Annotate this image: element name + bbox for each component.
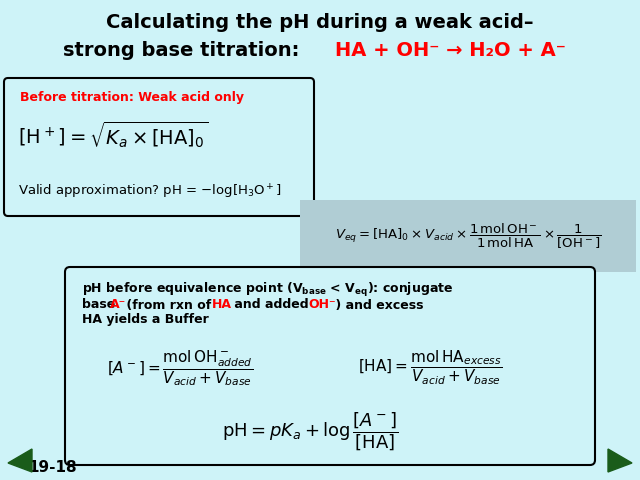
Text: strong base titration:: strong base titration: [63, 40, 307, 60]
Text: HA + OH⁻ → H₂O + A⁻: HA + OH⁻ → H₂O + A⁻ [335, 40, 565, 60]
Text: Before titration: Weak acid only: Before titration: Weak acid only [20, 91, 244, 104]
Text: Valid approximation? pH = $-\log[\mathrm{H_3O^+}]$: Valid approximation? pH = $-\log[\mathrm… [18, 183, 282, 201]
Polygon shape [608, 449, 632, 472]
Text: ) and excess: ) and excess [331, 299, 424, 312]
Polygon shape [8, 449, 32, 472]
Text: A⁻: A⁻ [110, 299, 126, 312]
Text: (from rxn of: (from rxn of [122, 299, 216, 312]
FancyBboxPatch shape [4, 78, 314, 216]
Text: HA: HA [212, 299, 232, 312]
Text: 19-18: 19-18 [28, 460, 77, 476]
Text: and added: and added [230, 299, 313, 312]
Text: HA yields a Buffer: HA yields a Buffer [82, 313, 209, 326]
Text: Calculating the pH during a weak acid–: Calculating the pH during a weak acid– [106, 12, 534, 32]
Text: $\mathrm{pH} = p K_a + \log\dfrac{[A^-]}{[\mathrm{HA}]}$: $\mathrm{pH} = p K_a + \log\dfrac{[A^-]}… [221, 411, 398, 453]
Text: OH⁻: OH⁻ [308, 299, 335, 312]
Text: $[\mathrm{H}^+] = \sqrt{K_a \times [\mathrm{HA}]_0}$: $[\mathrm{H}^+] = \sqrt{K_a \times [\mat… [18, 120, 209, 150]
Text: $V_{eq} = [\mathrm{HA}]_0 \times V_{acid} \times \dfrac{1\,\mathrm{mol\,OH}^-}{1: $V_{eq} = [\mathrm{HA}]_0 \times V_{acid… [335, 221, 601, 251]
FancyBboxPatch shape [65, 267, 595, 465]
Text: base: base [82, 299, 120, 312]
Text: $[A^-] = \dfrac{\mathrm{mol\,OH}^-_{added}}{V_{acid}+V_{base}}$: $[A^-] = \dfrac{\mathrm{mol\,OH}^-_{adde… [107, 348, 253, 388]
Text: $[\mathrm{HA}] = \dfrac{\mathrm{mol\,HA}_{excess}}{V_{acid}+V_{base}}$: $[\mathrm{HA}] = \dfrac{\mathrm{mol\,HA}… [358, 349, 502, 387]
FancyBboxPatch shape [300, 200, 636, 272]
Text: pH before equivalence point (V$_{\mathbf{base}}$ < V$_{\mathbf{eq}}$): conjugate: pH before equivalence point (V$_{\mathbf… [82, 281, 453, 299]
